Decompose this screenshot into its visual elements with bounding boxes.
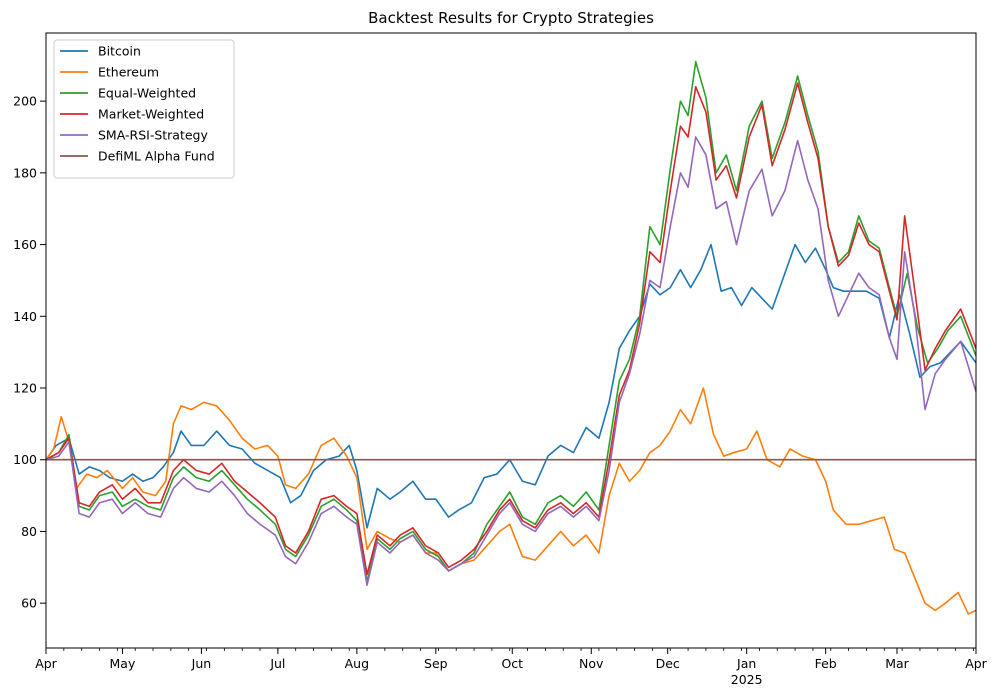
x-tick-label: Oct xyxy=(501,656,523,671)
y-axis: 60 80 100 120 140 160 180 200 xyxy=(13,94,46,611)
legend-entry-label: SMA-RSI-Strategy xyxy=(98,128,208,143)
x-tick-year-label: 2025 xyxy=(731,672,763,687)
series-line-1 xyxy=(45,387,977,615)
y-tick-label: 60 xyxy=(21,596,37,611)
x-tick-label: Nov xyxy=(579,656,604,671)
x-tick-label: Jul xyxy=(269,656,285,671)
legend-box xyxy=(53,39,235,179)
x-tick-label: Sep xyxy=(424,656,448,671)
series-line-0 xyxy=(45,243,977,529)
series-line-3 xyxy=(45,82,977,576)
y-tick-label: 80 xyxy=(21,524,37,539)
legend-entry-label: Equal-Weighted xyxy=(98,86,196,101)
x-tick-label: Feb xyxy=(815,656,837,671)
x-tick-label: Apr xyxy=(965,656,987,671)
y-tick-label: 160 xyxy=(13,237,37,252)
legend: Bitcoin Ethereum Equal-Weighted Market-Weig… xyxy=(53,39,235,179)
y-tick-label: 200 xyxy=(13,94,37,109)
x-tick-label: May xyxy=(110,656,136,671)
x-tick-label: Jun xyxy=(191,656,212,671)
plot-frame xyxy=(45,32,977,649)
y-tick-label: 100 xyxy=(13,452,37,467)
x-tick-label: Apr xyxy=(35,656,57,671)
legend-entry-label: Bitcoin xyxy=(98,44,141,59)
series-line-4 xyxy=(45,136,977,587)
legend-entry-label: Ethereum xyxy=(98,65,159,80)
x-tick-label: Dec xyxy=(656,656,680,671)
x-tick-label: Jan xyxy=(736,656,756,671)
y-tick-label: 140 xyxy=(13,309,37,324)
legend-entry-label: DefiML Alpha Fund xyxy=(98,149,215,164)
chart-title: Backtest Results for Crypto Strategies xyxy=(368,9,654,27)
legend-entry-label: Market-Weighted xyxy=(98,107,204,122)
x-tick-label: Mar xyxy=(885,656,909,671)
y-tick-label: 180 xyxy=(13,165,37,180)
x-tick-label: Aug xyxy=(345,656,369,671)
plot-lines xyxy=(45,60,977,615)
y-tick-label: 120 xyxy=(13,381,37,396)
